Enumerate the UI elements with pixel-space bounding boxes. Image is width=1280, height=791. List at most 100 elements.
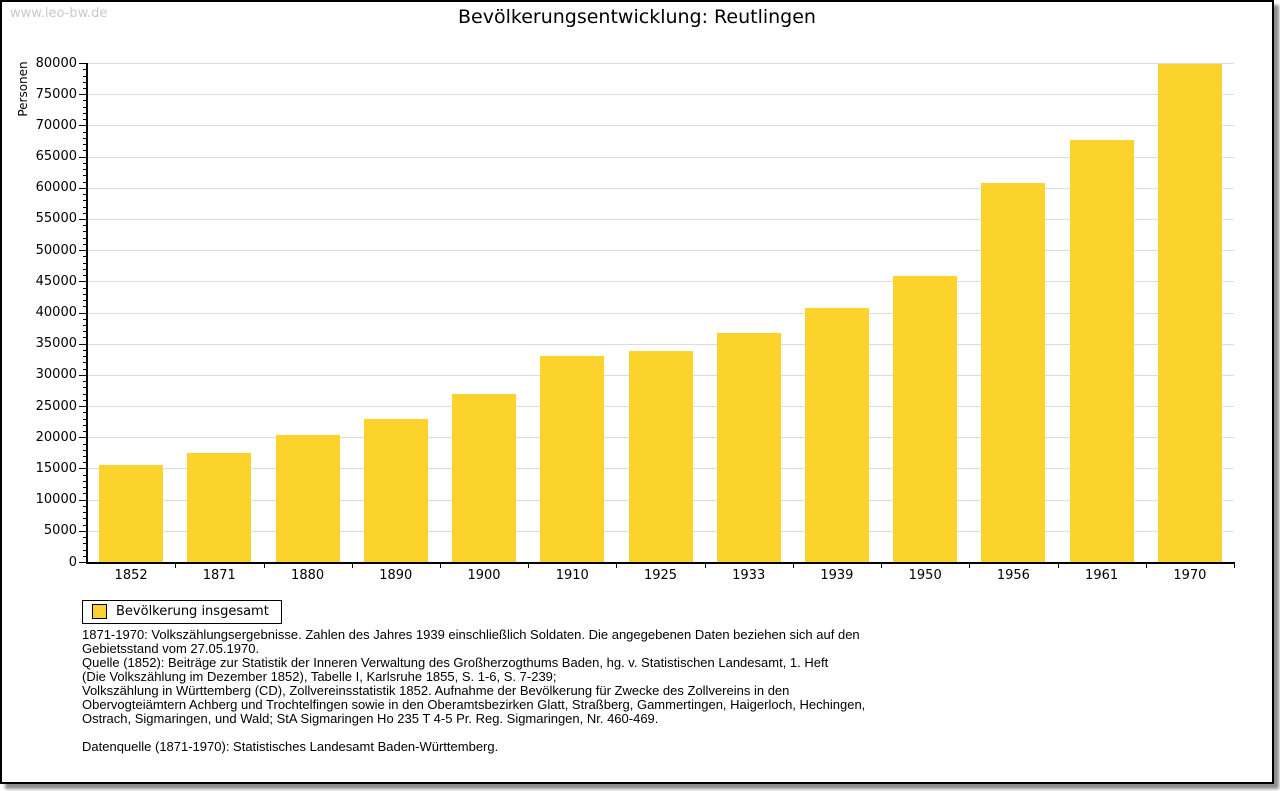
legend-swatch-icon [92, 604, 107, 619]
y-minor-tick [83, 449, 87, 451]
y-minor-tick [83, 431, 87, 432]
y-gridline [87, 156, 1234, 158]
y-minor-tick [83, 325, 87, 326]
y-minor-tick [83, 112, 87, 114]
y-minor-tick [83, 555, 87, 557]
x-tick-label: 1852 [114, 568, 148, 583]
y-major-tick [79, 499, 87, 501]
y-tick-label: 75000 [35, 86, 77, 102]
bar [540, 356, 605, 562]
footnote-line: (Die Volkszählung im Dezember 1852), Tab… [82, 669, 557, 684]
bar [363, 418, 428, 562]
x-tick-label: 1910 [555, 568, 589, 583]
y-tick-label: 65000 [35, 149, 77, 165]
x-boundary-tick [1057, 562, 1059, 568]
y-minor-tick [83, 144, 87, 146]
footnote-line: Datenquelle (1871-1970): Statistisches L… [82, 739, 499, 754]
page-title: Bevölkerungsentwicklung: Reutlingen [458, 6, 816, 28]
y-minor-tick [83, 512, 87, 514]
y-minor-tick [83, 300, 87, 301]
y-minor-tick [83, 194, 87, 195]
footnote-line: Obervogteiämtern Achberg und Trochtelfin… [82, 697, 866, 712]
y-minor-tick [83, 287, 87, 289]
y-tick-label: 50000 [35, 242, 77, 258]
y-minor-tick [83, 81, 87, 83]
y-minor-tick [83, 231, 87, 233]
bar [187, 452, 252, 562]
legend-box: Bevölkerung insgesamt [82, 600, 282, 624]
y-tick-label: 35000 [35, 336, 77, 352]
y-axis-line [86, 63, 88, 563]
y-minor-tick [83, 237, 87, 239]
y-tick-label: 0 [68, 554, 77, 570]
y-minor-tick [83, 381, 87, 383]
y-minor-tick [83, 275, 87, 277]
footnotes: 1871-1970: Volkszählungsergebnisse. Zahl… [82, 628, 1182, 754]
y-minor-tick [83, 387, 87, 389]
y-gridline [87, 94, 1234, 96]
y-minor-tick [83, 393, 87, 395]
y-tick-label: 20000 [35, 429, 77, 445]
x-boundary-tick [1145, 562, 1147, 568]
x-tick-label: 1961 [1085, 568, 1119, 583]
bar [628, 350, 693, 562]
y-minor-tick [83, 349, 87, 351]
y-minor-tick [83, 518, 87, 520]
footnote-line [82, 726, 1182, 740]
y-minor-tick [83, 162, 87, 164]
x-boundary-tick [351, 562, 353, 568]
y-minor-tick [83, 293, 87, 295]
x-tick-label: 1939 [820, 568, 854, 583]
y-minor-tick [83, 418, 87, 420]
y-minor-tick [83, 200, 87, 202]
y-major-tick [79, 250, 87, 252]
y-minor-tick [83, 212, 87, 214]
y-tick-label: 45000 [35, 273, 77, 289]
x-boundary-tick [792, 562, 794, 568]
y-tick-label: 55000 [35, 211, 77, 227]
y-major-tick [79, 343, 87, 345]
y-minor-tick [83, 487, 87, 489]
y-minor-tick [83, 150, 87, 152]
y-tick-label: 40000 [35, 305, 77, 320]
y-major-tick [79, 312, 87, 314]
y-minor-tick [83, 75, 87, 77]
y-minor-tick [83, 181, 87, 183]
y-minor-tick [83, 87, 87, 89]
y-minor-tick [83, 119, 87, 121]
y-gridline [87, 312, 1234, 314]
y-minor-tick [83, 462, 87, 464]
y-major-tick [79, 281, 87, 283]
y-minor-tick [83, 169, 87, 170]
bar [275, 435, 340, 562]
y-major-tick [79, 374, 87, 376]
x-boundary-tick [528, 562, 530, 568]
y-minor-tick [83, 69, 87, 71]
x-axis-line [86, 562, 1234, 564]
footnote-line: Volkszählung in Württemberg (CD), Zollve… [82, 683, 790, 698]
y-minor-tick [83, 225, 87, 227]
bar [1069, 139, 1134, 562]
y-gridline [87, 187, 1234, 189]
y-minor-tick [83, 100, 87, 102]
bar [716, 333, 781, 562]
y-minor-tick [83, 424, 87, 426]
x-tick-label: 1950 [908, 568, 942, 583]
bar [452, 393, 516, 562]
y-minor-tick [83, 543, 87, 545]
y-minor-tick [83, 106, 87, 108]
y-minor-tick [83, 318, 87, 320]
y-minor-tick [83, 131, 87, 133]
x-tick-label: 1970 [1173, 568, 1207, 583]
y-tick-label: 80000 [35, 55, 77, 71]
x-tick-label: 1871 [202, 568, 236, 583]
y-minor-tick [83, 456, 87, 457]
y-minor-tick [83, 549, 87, 551]
y-major-tick [79, 437, 87, 439]
y-minor-tick [83, 474, 87, 476]
x-boundary-tick [704, 562, 706, 568]
y-minor-tick [83, 356, 87, 358]
y-minor-tick [83, 206, 87, 208]
x-boundary-tick [881, 562, 883, 568]
x-tick-label: 1890 [379, 568, 413, 583]
